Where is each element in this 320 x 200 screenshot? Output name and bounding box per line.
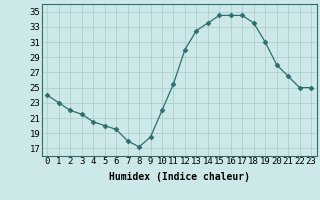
X-axis label: Humidex (Indice chaleur): Humidex (Indice chaleur) (109, 172, 250, 182)
